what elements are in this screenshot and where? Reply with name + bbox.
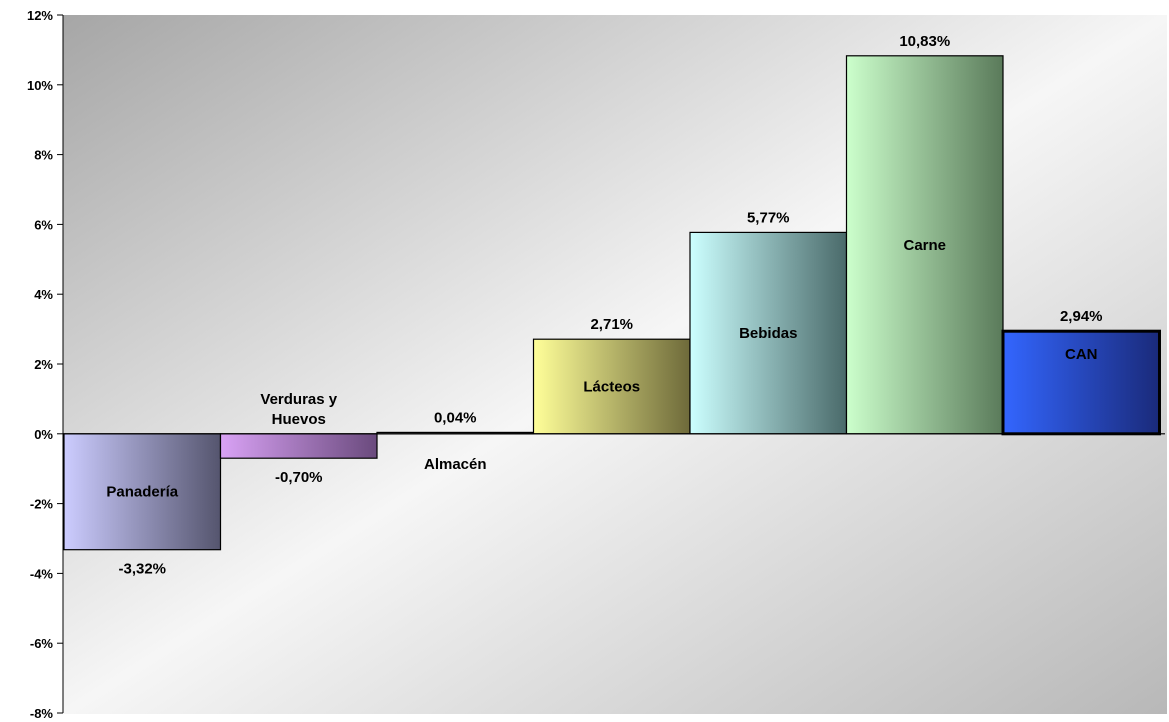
data-label: -0,70% <box>275 469 323 486</box>
y-tick-label: -8% <box>30 706 54 721</box>
y-tick-label: 10% <box>27 78 53 93</box>
category-label: Huevos <box>272 411 326 428</box>
y-tick-label: 0% <box>34 427 53 442</box>
y-tick-label: 2% <box>34 357 53 372</box>
y-tick-label: -4% <box>30 566 54 581</box>
y-tick-label: -2% <box>30 497 54 512</box>
labels-layer: -3,32% Panadería -0,70% Verduras y Huevos 0,0… <box>106 33 1102 578</box>
category-label: Bebidas <box>739 325 797 342</box>
category-label: Panadería <box>106 484 178 501</box>
data-label: 2,94% <box>1060 308 1103 325</box>
category-label: Lácteos <box>583 379 640 396</box>
category-label: Carne <box>903 237 946 254</box>
y-tick-label: 8% <box>34 148 53 163</box>
data-label: 10,83% <box>899 33 950 50</box>
data-label: 5,77% <box>747 209 790 226</box>
category-label: Verduras y <box>260 391 337 408</box>
bars-layer <box>63 55 1161 551</box>
axes-layer: -8% -6% -4% -2% 0% 2% 4% 6% 8% 10% 12% <box>27 8 1165 721</box>
category-label: CAN <box>1065 346 1098 363</box>
bar-panader-a <box>63 433 222 551</box>
data-label: 2,71% <box>590 316 633 333</box>
data-label: 0,04% <box>434 409 477 426</box>
category-label: Almacén <box>424 456 487 473</box>
bar-verduras-y-huevos <box>219 433 378 459</box>
y-tick-label: 6% <box>34 217 53 232</box>
y-tick-label: -6% <box>30 636 54 651</box>
data-label: -3,32% <box>118 561 166 578</box>
y-tick-label: 12% <box>27 8 53 23</box>
y-tick-label: 4% <box>34 287 53 302</box>
